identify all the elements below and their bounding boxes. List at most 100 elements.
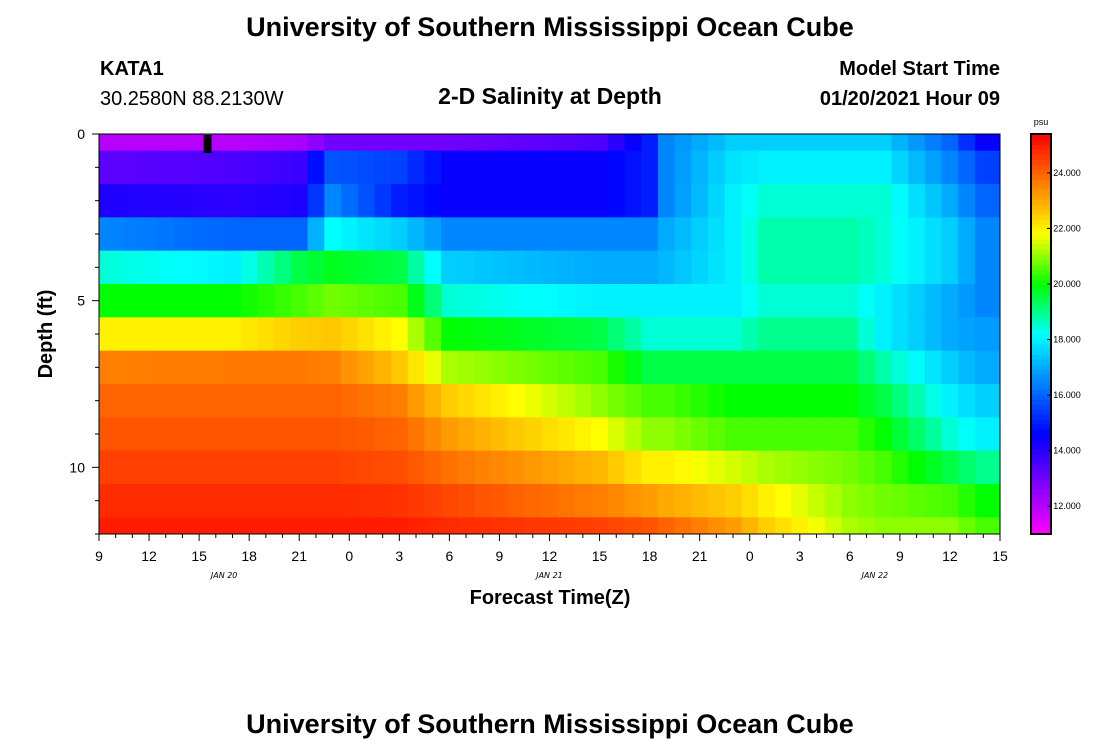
heatmap-cell xyxy=(691,450,709,485)
heatmap-cell xyxy=(357,450,375,485)
colorbar-segment xyxy=(1031,424,1051,430)
heatmap-cell xyxy=(524,417,542,452)
heatmap-cell xyxy=(441,450,459,485)
colorbar-segment xyxy=(1031,264,1051,270)
x-tick-label: 6 xyxy=(445,548,453,564)
heatmap-cell xyxy=(324,517,342,534)
heatmap-cell xyxy=(340,384,359,418)
heatmap-cell xyxy=(374,250,392,285)
heatmap-cell xyxy=(874,184,893,218)
heatmap-cell xyxy=(958,450,976,485)
colorbar-segment xyxy=(1031,524,1051,530)
heatmap-cell xyxy=(808,284,826,318)
heatmap-cell xyxy=(891,250,909,285)
heatmap-cell xyxy=(390,134,409,152)
heatmap-cell xyxy=(641,450,659,485)
heatmap-cell xyxy=(491,184,509,218)
heatmap-cell xyxy=(99,450,108,485)
heatmap-cell xyxy=(974,484,993,518)
heatmap-cell xyxy=(374,417,392,452)
heatmap-cell xyxy=(674,134,692,152)
heatmap-cell xyxy=(724,184,742,218)
heatmap-cell xyxy=(457,317,476,352)
heatmap-cell xyxy=(407,384,425,418)
heatmap-cell xyxy=(541,484,559,518)
heatmap-cell xyxy=(841,350,859,385)
heatmap-cell xyxy=(224,150,242,185)
heatmap-cell xyxy=(340,517,359,534)
heatmap-cell xyxy=(791,384,809,418)
x-tick-label: 9 xyxy=(496,548,504,564)
heatmap-cell xyxy=(524,317,542,352)
heatmap-cell xyxy=(874,217,893,252)
x-tick-label: 12 xyxy=(542,548,558,564)
heatmap-cell xyxy=(624,217,642,252)
heatmap-cell xyxy=(574,517,592,534)
heatmap-cell xyxy=(240,284,259,318)
heatmap-cell xyxy=(591,184,609,218)
heatmap-cell xyxy=(908,134,926,152)
heatmap-cell xyxy=(124,217,142,252)
heatmap-cell xyxy=(424,350,442,385)
colorbar-segment xyxy=(1031,229,1051,235)
heatmap-cell xyxy=(290,450,309,485)
colorbar-segment xyxy=(1031,349,1051,355)
heatmap-cell xyxy=(424,284,442,318)
heatmap-cell xyxy=(874,250,893,285)
heatmap-cell xyxy=(657,184,676,218)
heatmap-cell xyxy=(974,150,993,185)
heatmap-cell xyxy=(457,417,476,452)
heatmap-cell xyxy=(507,417,526,452)
heatmap-cell xyxy=(557,134,576,152)
heatmap-cell xyxy=(708,217,726,252)
heatmap-cell xyxy=(240,484,259,518)
heatmap-cell xyxy=(307,450,325,485)
station-coords: 30.2580N 88.2130W xyxy=(100,88,284,110)
heatmap-cell xyxy=(824,350,843,385)
x-tick-label: 3 xyxy=(395,548,403,564)
heatmap-cell xyxy=(324,450,342,485)
heatmap-cell xyxy=(407,250,425,285)
heatmap-cell xyxy=(174,317,192,352)
heatmap-cell xyxy=(324,317,342,352)
model-start-value: 01/20/2021 Hour 09 xyxy=(820,88,1000,110)
heatmap-cell xyxy=(274,184,292,218)
colorbar-segment xyxy=(1031,244,1051,250)
heatmap-cell xyxy=(824,317,843,352)
heatmap-cell xyxy=(624,317,642,352)
heatmap-cell xyxy=(207,134,225,152)
heatmap-cell xyxy=(424,317,442,352)
heatmap-cell xyxy=(207,484,225,518)
heatmap-cell xyxy=(557,317,576,352)
heatmap-cell xyxy=(557,517,576,534)
heatmap-cell xyxy=(324,134,342,152)
heatmap-cell xyxy=(374,484,392,518)
heatmap-cell xyxy=(557,484,576,518)
heatmap-cell xyxy=(891,384,909,418)
heatmap-cell xyxy=(741,317,759,352)
heatmap-cell xyxy=(257,284,275,318)
heatmap-cell xyxy=(874,517,893,534)
heatmap-cell xyxy=(841,284,859,318)
heatmap-cell xyxy=(357,517,375,534)
heatmap-cell xyxy=(991,250,1000,285)
heatmap-cell xyxy=(991,384,1000,418)
heatmap-cell xyxy=(390,517,409,534)
heatmap-cell xyxy=(474,450,492,485)
heatmap-cell xyxy=(107,150,125,185)
heatmap-cell xyxy=(991,350,1000,385)
heatmap-cell xyxy=(190,250,209,285)
heatmap-cell xyxy=(424,517,442,534)
heatmap-cell xyxy=(507,217,526,252)
heatmap-cell xyxy=(424,417,442,452)
heatmap-cell xyxy=(457,484,476,518)
heatmap-cell xyxy=(140,150,158,185)
heatmap-cell xyxy=(641,134,659,152)
heatmap-cell xyxy=(541,384,559,418)
heatmap-cell xyxy=(557,284,576,318)
colorbar-segment xyxy=(1031,184,1051,190)
heatmap-cell xyxy=(107,134,125,152)
heatmap-cell xyxy=(457,517,476,534)
heatmap-cell xyxy=(174,484,192,518)
